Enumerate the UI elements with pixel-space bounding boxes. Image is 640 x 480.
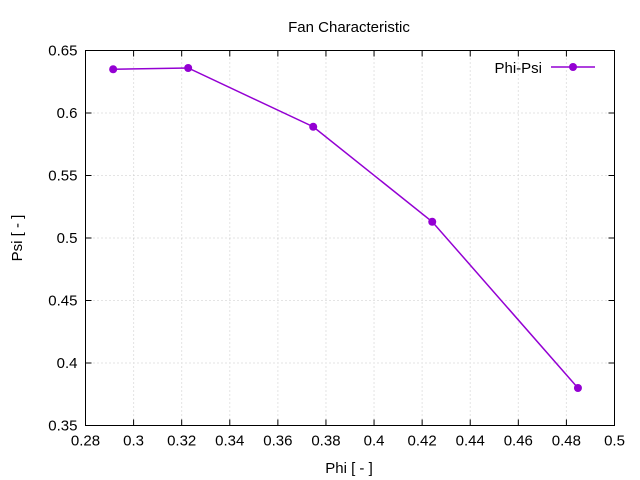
plot-frame (85, 50, 615, 426)
x-tick-label: 0.28 (71, 433, 100, 450)
x-tick-label: 0.34 (215, 433, 244, 450)
x-tick-label: 0.3 (123, 433, 144, 450)
legend-label: Phi-Psi (494, 60, 542, 77)
x-tick-label: 0.44 (456, 433, 485, 450)
x-tick-label: 0.5 (604, 433, 625, 450)
axis-ticks: 0.28 0.3 0.32 0.34 0.36 0.38 0.4 0.42 0.44 0.46 0.… (48, 43, 625, 450)
y-tick-label: 0.4 (57, 355, 78, 372)
y-tick-label: 0.45 (48, 293, 77, 310)
series-line (113, 67, 579, 389)
x-tick-label: 0.4 (364, 433, 385, 450)
data-point (184, 64, 193, 72)
y-axis-label: Psi [ - ] (9, 215, 26, 262)
data-point (428, 217, 437, 226)
x-tick-label: 0.32 (167, 433, 196, 450)
x-tick-label: 0.38 (311, 433, 340, 450)
y-tick-label: 0.55 (48, 168, 77, 185)
y-tick-label: 0.35 (48, 418, 77, 435)
x-tick-label: 0.48 (552, 433, 581, 450)
y-tick-label: 0.5 (57, 230, 78, 247)
y-tick-label: 0.6 (57, 105, 78, 122)
y-tick-label: 0.65 (48, 43, 77, 60)
legend: Phi-Psi (494, 60, 595, 77)
grid (85, 50, 615, 426)
x-tick-label: 0.36 (263, 433, 292, 450)
x-tick-label: 0.46 (504, 433, 533, 450)
legend-marker (569, 63, 577, 71)
data-point (309, 122, 318, 131)
series-layer (109, 64, 582, 392)
data-point (573, 384, 582, 392)
x-axis-label: Phi [ - ] (325, 460, 373, 477)
chart-title: Fan Characteristic (288, 19, 410, 36)
data-point (109, 65, 118, 74)
x-tick-label: 0.42 (408, 433, 437, 450)
